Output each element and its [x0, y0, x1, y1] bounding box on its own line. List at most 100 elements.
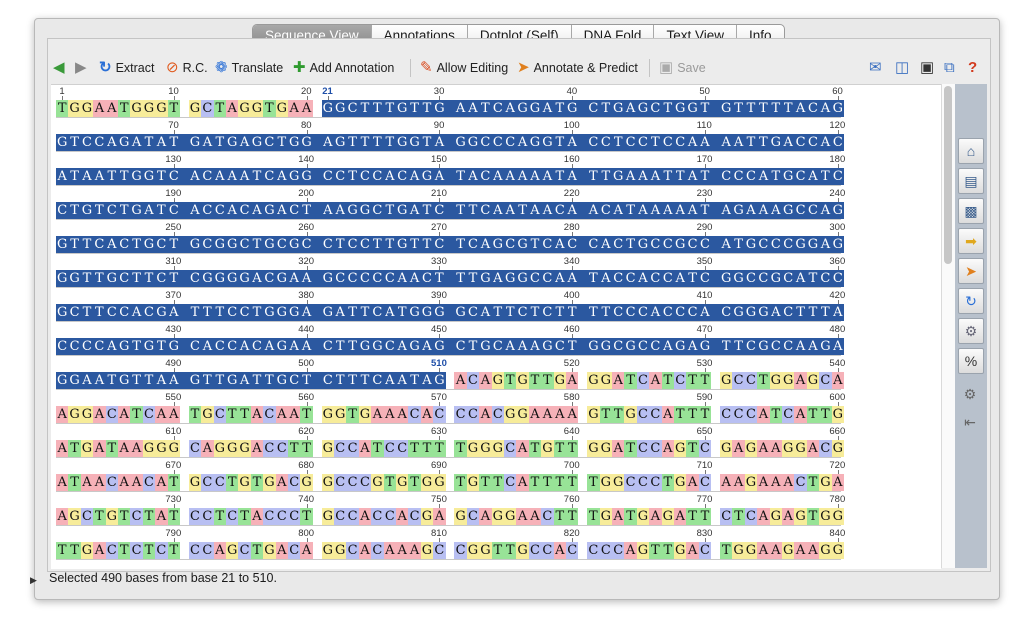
- base[interactable]: C: [214, 339, 225, 354]
- base[interactable]: C: [744, 372, 758, 389]
- base[interactable]: T: [82, 305, 92, 320]
- base[interactable]: G: [612, 474, 625, 491]
- base[interactable]: A: [335, 305, 345, 320]
- base[interactable]: A: [93, 406, 106, 423]
- base[interactable]: G: [321, 474, 334, 491]
- base[interactable]: T: [107, 373, 117, 388]
- base[interactable]: A: [700, 305, 710, 320]
- base[interactable]: G: [699, 339, 711, 354]
- base[interactable]: A: [808, 339, 818, 354]
- base[interactable]: G: [105, 508, 118, 525]
- base[interactable]: G: [155, 100, 168, 117]
- base[interactable]: T: [769, 406, 782, 423]
- base[interactable]: C: [588, 101, 599, 116]
- base[interactable]: A: [721, 203, 731, 218]
- base[interactable]: G: [275, 100, 288, 117]
- base[interactable]: C: [530, 271, 540, 286]
- base[interactable]: C: [94, 237, 105, 252]
- base[interactable]: T: [118, 508, 131, 525]
- base[interactable]: A: [687, 339, 698, 354]
- base[interactable]: T: [661, 372, 674, 389]
- base[interactable]: G: [57, 135, 68, 150]
- base[interactable]: A: [93, 474, 106, 491]
- base[interactable]: G: [264, 305, 275, 320]
- base[interactable]: C: [263, 406, 276, 423]
- base[interactable]: A: [118, 440, 131, 457]
- base[interactable]: A: [541, 406, 554, 423]
- base[interactable]: A: [409, 169, 420, 184]
- base[interactable]: C: [541, 542, 554, 559]
- base[interactable]: C: [433, 406, 446, 423]
- base[interactable]: G: [143, 237, 155, 252]
- base[interactable]: T: [420, 440, 434, 457]
- base[interactable]: C: [687, 237, 698, 252]
- base[interactable]: C: [541, 508, 554, 525]
- base[interactable]: T: [300, 508, 313, 525]
- base[interactable]: C: [638, 305, 648, 320]
- base[interactable]: G: [57, 305, 68, 320]
- base[interactable]: C: [371, 542, 384, 559]
- base[interactable]: G: [758, 305, 769, 320]
- extract-button[interactable]: ↻ Extract: [99, 56, 154, 80]
- base[interactable]: A: [169, 373, 179, 388]
- base[interactable]: G: [466, 542, 480, 559]
- base[interactable]: G: [479, 440, 492, 457]
- base[interactable]: G: [636, 508, 650, 525]
- split-view-button[interactable]: ◫: [895, 56, 909, 80]
- base[interactable]: G: [409, 305, 420, 320]
- base[interactable]: A: [757, 542, 770, 559]
- base[interactable]: C: [832, 135, 843, 150]
- base[interactable]: G: [721, 101, 732, 116]
- base[interactable]: G: [637, 101, 649, 116]
- base[interactable]: G: [466, 474, 480, 491]
- base[interactable]: T: [796, 305, 805, 320]
- base[interactable]: C: [662, 305, 673, 320]
- base[interactable]: A: [56, 440, 69, 457]
- base[interactable]: A: [479, 372, 492, 389]
- base[interactable]: C: [57, 339, 68, 354]
- base[interactable]: G: [397, 203, 408, 218]
- base[interactable]: G: [434, 373, 445, 388]
- base[interactable]: A: [434, 169, 445, 184]
- base[interactable]: G: [744, 474, 758, 491]
- base[interactable]: C: [819, 440, 832, 457]
- base[interactable]: T: [82, 271, 92, 286]
- base[interactable]: C: [783, 305, 794, 320]
- base[interactable]: G: [454, 508, 467, 525]
- base[interactable]: C: [346, 508, 359, 525]
- base[interactable]: C: [636, 406, 650, 423]
- base[interactable]: G: [188, 100, 202, 117]
- base[interactable]: A: [625, 169, 636, 184]
- base[interactable]: A: [820, 203, 831, 218]
- base[interactable]: C: [746, 169, 756, 184]
- base[interactable]: T: [553, 440, 566, 457]
- base[interactable]: G: [782, 440, 795, 457]
- base[interactable]: A: [301, 305, 312, 320]
- base[interactable]: T: [479, 474, 492, 491]
- base[interactable]: C: [119, 305, 130, 320]
- base[interactable]: T: [144, 373, 154, 388]
- base[interactable]: T: [732, 508, 745, 525]
- base[interactable]: G: [553, 372, 566, 389]
- base[interactable]: T: [601, 169, 611, 184]
- base[interactable]: T: [456, 203, 465, 218]
- base[interactable]: G: [732, 542, 745, 559]
- base[interactable]: T: [360, 373, 370, 388]
- base[interactable]: C: [758, 237, 769, 252]
- base[interactable]: G: [119, 339, 130, 354]
- base[interactable]: A: [613, 203, 623, 218]
- base[interactable]: T: [265, 373, 274, 388]
- base[interactable]: G: [142, 440, 156, 457]
- base[interactable]: G: [189, 373, 201, 388]
- base[interactable]: A: [528, 508, 542, 525]
- base[interactable]: C: [820, 271, 831, 286]
- base[interactable]: A: [190, 203, 200, 218]
- base[interactable]: C: [358, 474, 372, 491]
- base[interactable]: T: [589, 169, 598, 184]
- base[interactable]: C: [119, 271, 130, 286]
- base[interactable]: G: [517, 237, 528, 252]
- base[interactable]: G: [409, 135, 420, 150]
- base[interactable]: A: [769, 440, 782, 457]
- base[interactable]: G: [674, 474, 687, 491]
- base[interactable]: C: [105, 542, 118, 559]
